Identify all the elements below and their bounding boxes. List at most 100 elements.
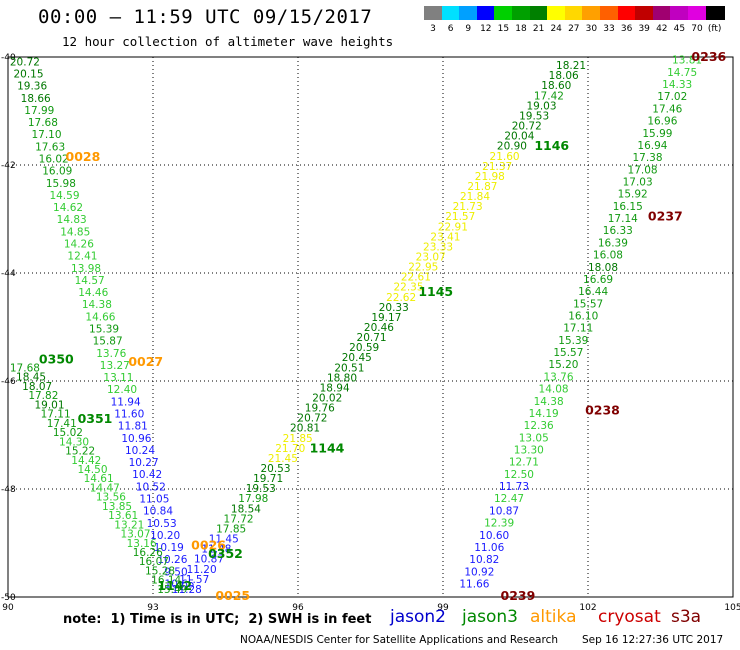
y-tick-label: -48 — [1, 485, 16, 495]
wave-height-label: 21.60 — [490, 151, 520, 163]
wave-height-label: 11.05 — [139, 493, 169, 505]
wave-height-label: 21.98 — [475, 171, 505, 183]
legend-swatch — [441, 6, 461, 20]
wave-height-label: 17.08 — [628, 164, 658, 176]
wave-height-label: 14.66 — [85, 311, 115, 323]
chart-subtitle: 12 hour collection of altimeter wave hei… — [62, 34, 394, 49]
wave-height-label: 11.60 — [114, 408, 144, 420]
legend-label: 27 — [568, 24, 580, 34]
wave-height-label: 15.87 — [93, 336, 123, 348]
wave-height-label: 15.02 — [53, 427, 83, 439]
wave-height-label: 10.52 — [136, 481, 166, 493]
wave-height-label: 22.62 — [386, 292, 416, 304]
pass-time-label: 0025 — [215, 588, 250, 603]
wave-height-label: 16.08 — [593, 250, 623, 262]
satellite-jason3: jason3 — [462, 607, 518, 627]
wave-height-label: 13.98 — [71, 263, 101, 275]
wave-height-label: 14.38 — [82, 299, 112, 311]
wave-height-label: 20.45 — [342, 352, 372, 364]
wave-height-label: 15.57 — [553, 347, 583, 359]
wave-height-label: 18.94 — [320, 382, 350, 394]
legend-label: (ft) — [707, 24, 722, 34]
wave-height-label: 17.82 — [28, 390, 58, 402]
legend-swatch — [652, 6, 672, 20]
wave-height-label: 14.62 — [53, 202, 83, 214]
wave-height-label: 20.15 — [13, 68, 43, 80]
y-tick-label: -42 — [1, 161, 16, 171]
wave-height-label: 20.72 — [10, 56, 40, 68]
legend-label: 6 — [447, 24, 454, 34]
wave-height-label: 11.81 — [118, 421, 148, 433]
wave-height-label: 15.22 — [65, 446, 95, 458]
pass-time-label: 0028 — [66, 149, 101, 164]
y-tick-label: -44 — [1, 269, 16, 279]
wave-height-label: 11.20 — [187, 564, 217, 576]
wave-height-label: 20.72 — [297, 413, 327, 425]
wave-height-label: 18.06 — [549, 70, 579, 82]
pass-time-label: 1142 — [157, 578, 192, 593]
wave-height-label: 13.85 — [102, 501, 132, 513]
legend-swatch — [670, 6, 690, 20]
x-tick-label: 93 — [147, 603, 158, 613]
legend-label: 21 — [532, 24, 545, 34]
wave-height-label: 17.11 — [41, 409, 71, 421]
wave-height-label: 14.46 — [78, 287, 108, 299]
wave-height-label: 10.24 — [125, 445, 155, 457]
wave-height-label: 17.11 — [563, 323, 593, 335]
wave-height-label: 11.66 — [459, 579, 489, 591]
wave-height-label: 14.59 — [49, 190, 79, 202]
wave-height-label: 17.68 — [28, 117, 58, 129]
legend-label: 45 — [673, 24, 686, 34]
wave-height-label: 18.80 — [327, 372, 357, 384]
legend-swatch — [512, 6, 531, 20]
wave-height-label: 14.57 — [75, 275, 105, 287]
wave-height-label: 16.15 — [613, 201, 643, 213]
legend-swatch — [635, 6, 655, 20]
wave-height-label: 17.85 — [216, 523, 246, 535]
wave-height-label: 16.44 — [578, 286, 608, 298]
legend-label: 18 — [515, 24, 527, 34]
wave-height-label: 15.98 — [46, 178, 76, 190]
wave-height-label: 14.26 — [64, 238, 94, 250]
wave-height-label: 17.68 — [10, 363, 40, 375]
legend-label: 30 — [585, 24, 598, 34]
wave-height-label: 20.53 — [260, 463, 290, 475]
credit-text: NOAA/NESDIS Center for Satellite Applica… — [240, 634, 558, 646]
wave-height-label: 10.60 — [479, 530, 509, 542]
wave-height-label: 18.54 — [231, 503, 261, 515]
wave-height-label: 13.27 — [100, 360, 130, 372]
wave-height-label: 14.38 — [534, 396, 564, 408]
wave-height-label: 16.26 — [133, 547, 163, 559]
pass-time-label: 0026 — [191, 538, 226, 553]
x-tick-label: 96 — [292, 603, 304, 613]
x-tick-label: 99 — [437, 603, 449, 613]
wave-height-label: 17.98 — [238, 493, 268, 505]
wave-height-label: 20.33 — [379, 302, 409, 314]
wave-height-label: 15.39 — [558, 335, 588, 347]
pass-time-label: 0350 — [39, 351, 74, 366]
wave-height-label: 16.07 — [139, 556, 169, 568]
wave-height-label: 15.99 — [642, 128, 672, 140]
wave-height-label: 12.47 — [494, 493, 524, 505]
wave-height-label: 19.53 — [246, 483, 276, 495]
pass-time-label: 0237 — [648, 208, 683, 223]
wave-height-label: 17.63 — [35, 141, 65, 153]
wave-height-label: 23.33 — [423, 241, 453, 253]
wave-height-label: 16.10 — [568, 311, 598, 323]
wave-height-label: 21.73 — [453, 201, 483, 213]
wave-height-label: 21.57 — [445, 211, 475, 223]
wave-height-label: 16.96 — [647, 116, 677, 128]
legend-label: 3 — [430, 24, 436, 34]
wave-height-label: 13.61 — [108, 510, 138, 522]
wave-height-label: 14.61 — [84, 473, 114, 485]
wave-height-label: 16.14 — [151, 575, 181, 587]
wave-height-label: 15.28 — [145, 565, 175, 577]
wave-height-label: 20.71 — [357, 332, 387, 344]
wave-height-label: 12.41 — [67, 251, 97, 263]
wave-height-label: 9.50 — [164, 566, 187, 578]
wave-height-label: 19.03 — [526, 100, 556, 112]
pass-time-label: 0352 — [208, 546, 243, 561]
legend-label: 12 — [480, 24, 492, 34]
wave-height-label: 20.90 — [497, 141, 527, 153]
wave-height-label: 12.71 — [509, 457, 539, 469]
